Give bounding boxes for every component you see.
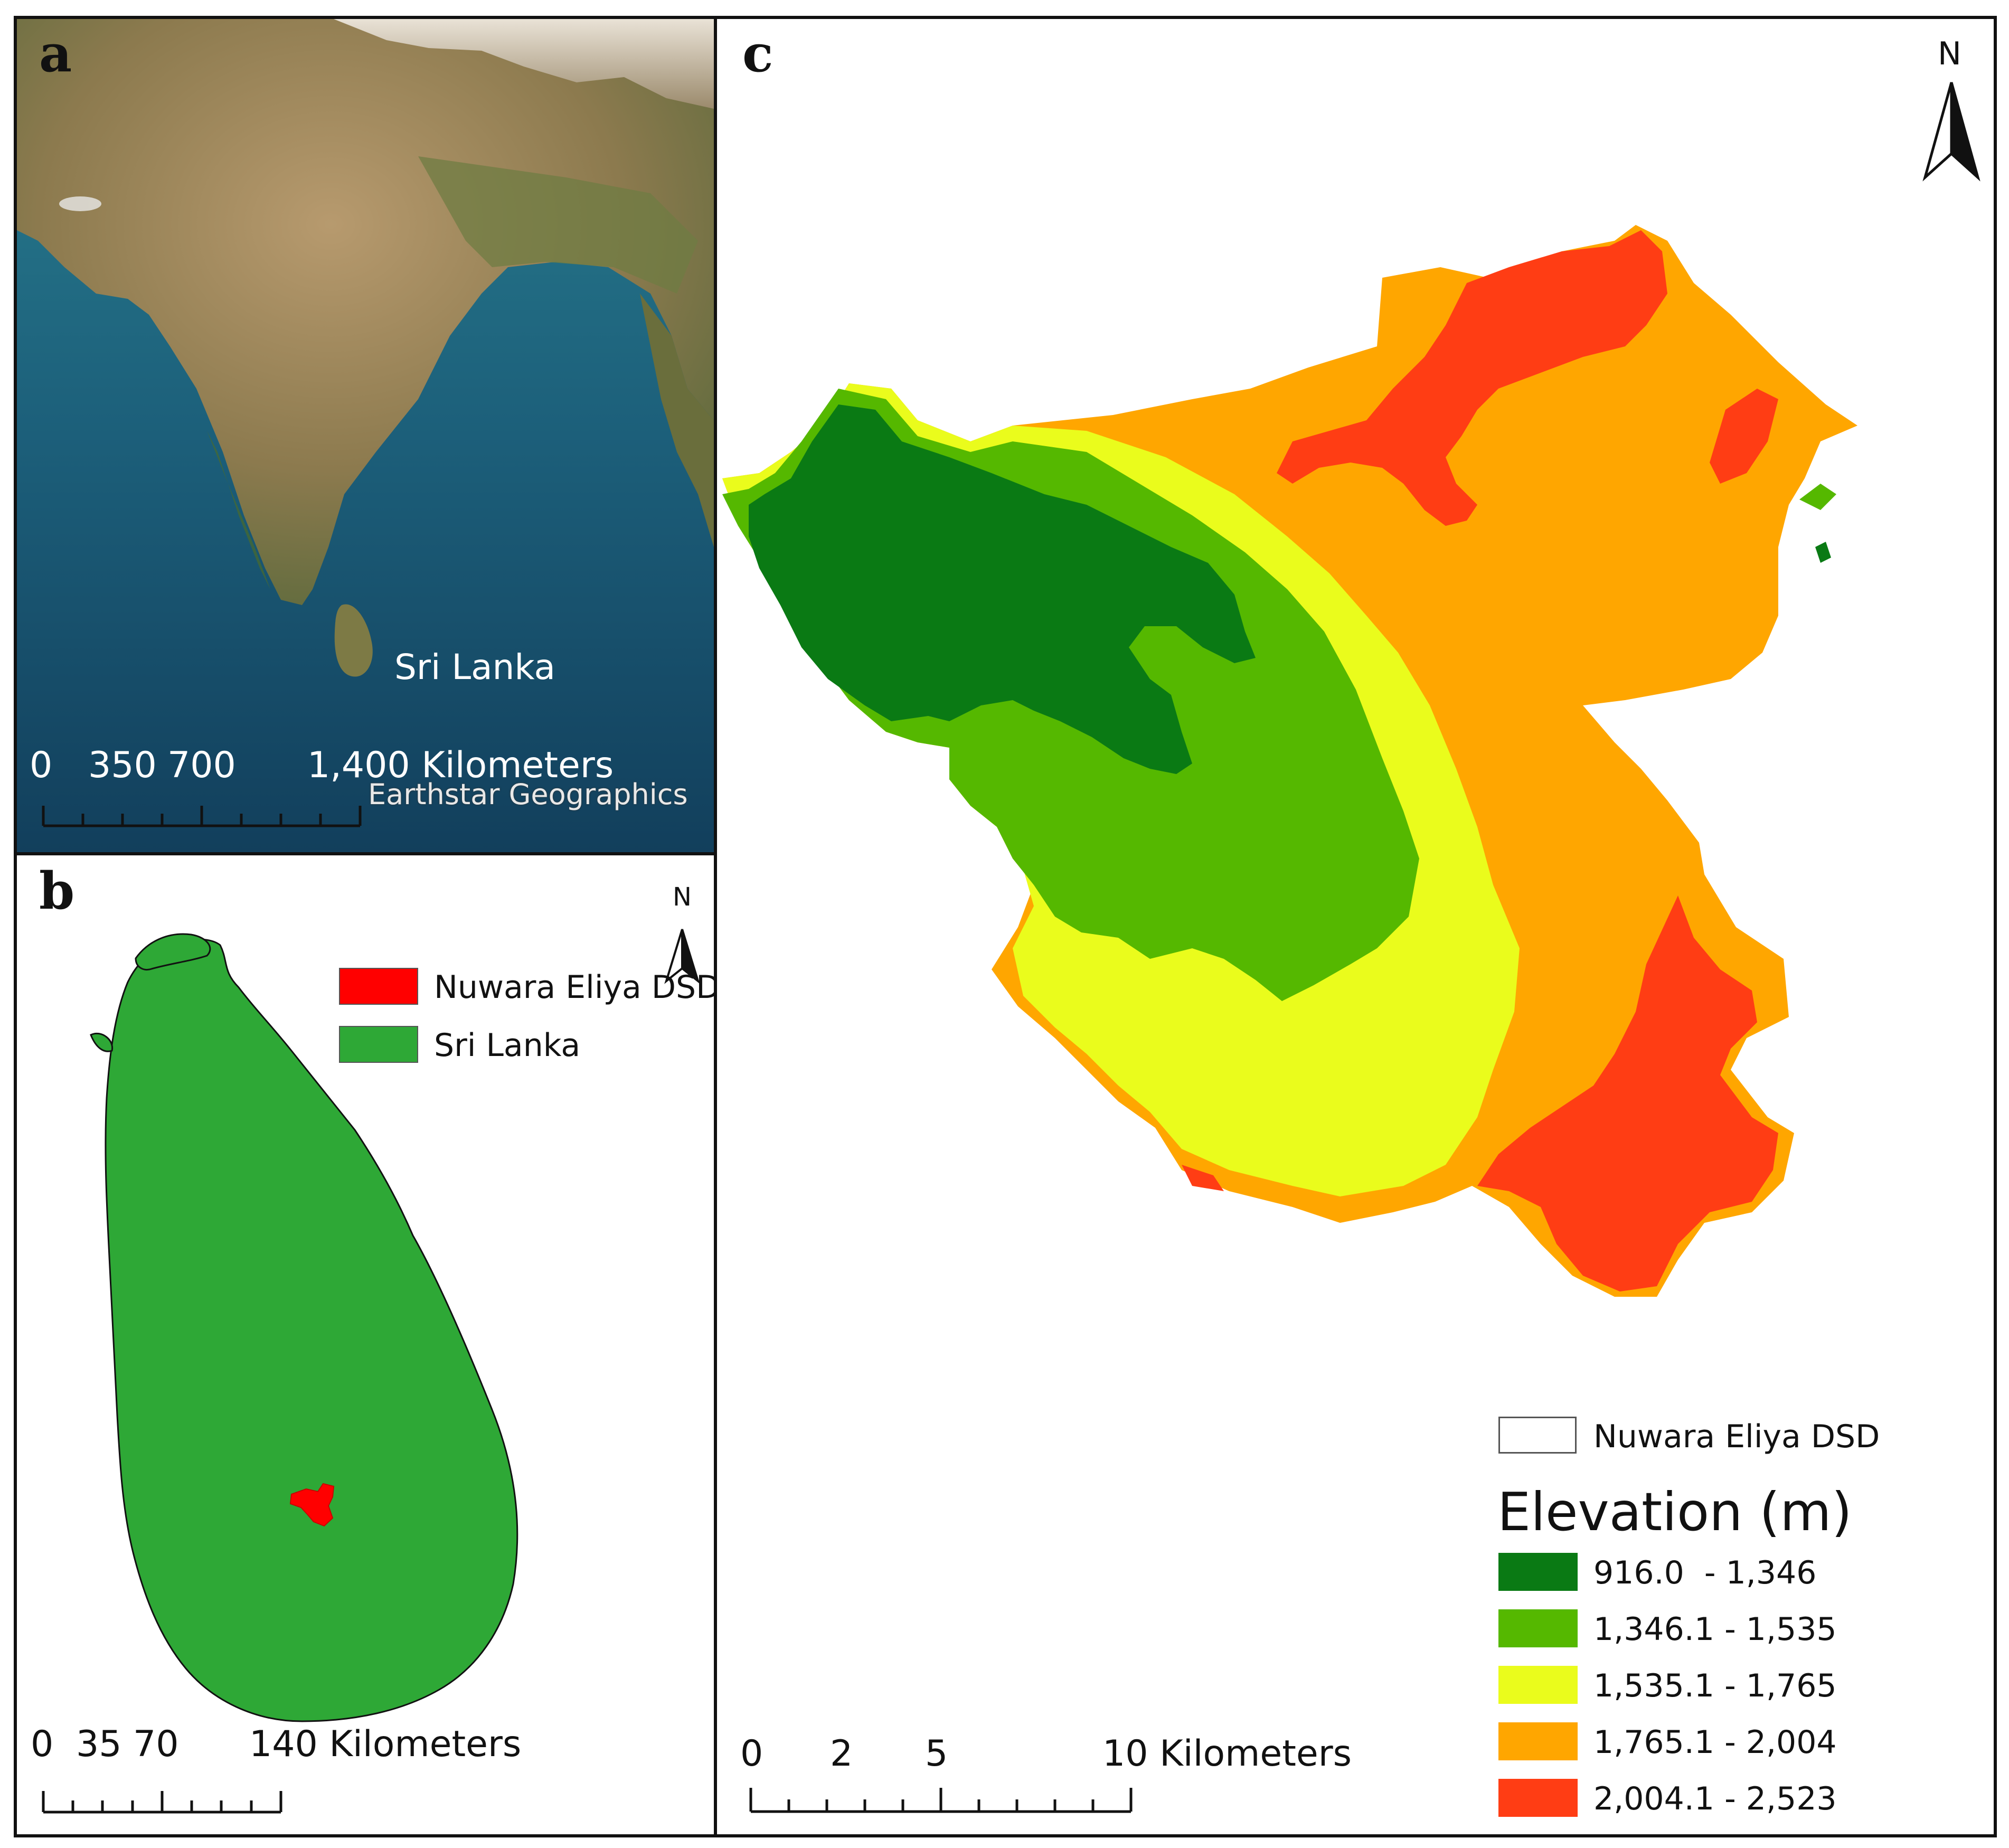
- western-ghats: [191, 399, 270, 589]
- scale-label-a-2: 700: [167, 744, 236, 786]
- scale-label-b-3: 140 Kilometers: [249, 1723, 522, 1765]
- legend-swatch-nuwara-eliya: [339, 968, 418, 1005]
- legend-label-elevation-2: 1,346.1 - 1,535: [1593, 1611, 1837, 1648]
- green-lowlands: [418, 156, 698, 294]
- scale-label-b-2: 70: [133, 1723, 179, 1765]
- legend-swatch-elevation-4: [1498, 1722, 1578, 1760]
- elevation-zone-916-1346-east: [1815, 542, 1831, 563]
- elevation-zone-916-1346: [749, 404, 1256, 774]
- sri-lanka-label: Sri Lanka: [394, 647, 555, 687]
- sri-lanka-outline-map: [90, 933, 518, 1722]
- north-label-c: N: [1938, 35, 1961, 72]
- scale-label-c-3: 10 Kilometers: [1102, 1733, 1352, 1775]
- elevation-legend-title: Elevation (m): [1497, 1481, 1852, 1543]
- elevation-zone-1346-1535-east: [1799, 484, 1836, 510]
- nuwara-eliya-location: [289, 1483, 335, 1527]
- legend-label-elevation-3: 1,535.1 - 1,765: [1593, 1667, 1837, 1704]
- elevation-raster: [722, 225, 1857, 1297]
- elevation-zone-2004-2523-small: [1182, 1165, 1224, 1191]
- elevation-zone-2004-2523-southeast: [1477, 895, 1778, 1291]
- legend-swatch-elevation-1: [1498, 1553, 1578, 1591]
- landmass-india: [17, 19, 714, 605]
- legend-label-elevation-5: 2,004.1 - 2,523: [1593, 1780, 1837, 1817]
- satellite-imagery: [17, 19, 714, 852]
- north-label-b: N: [673, 882, 692, 912]
- panel-b-sri-lanka-map: b N Nuwara Eliya DSD Sri Lanka 0 35 70 1…: [14, 852, 717, 1837]
- scale-label-b-1: 35: [76, 1723, 122, 1765]
- legend-label-nuwara-eliya: Nuwara Eliya DSD: [434, 969, 717, 1006]
- elevation-zone-2004-2523-northeast: [1277, 230, 1667, 526]
- scale-label-c-2: 5: [925, 1733, 948, 1775]
- north-arrow-b: [664, 929, 700, 984]
- legend-label-sri-lanka: Sri Lanka: [434, 1027, 581, 1064]
- scale-label-c-0: 0: [740, 1733, 763, 1775]
- legend-swatch-sri-lanka: [339, 1026, 418, 1063]
- legend-swatch-boundary: [1498, 1417, 1577, 1454]
- panel-c-letter: c: [742, 24, 774, 83]
- jaffna-peninsula: [135, 933, 211, 970]
- scale-label-c-1: 2: [830, 1733, 853, 1775]
- imagery-attribution: Earthstar Geographics: [368, 778, 688, 811]
- scale-label-a-3: 1,400 Kilometers: [307, 744, 614, 786]
- myanmar-coast: [640, 294, 714, 547]
- mannar-island: [90, 1032, 114, 1052]
- legend-label-elevation-1: 916.0 - 1,346: [1593, 1554, 1817, 1591]
- legend-swatch-elevation-3: [1498, 1666, 1578, 1704]
- panel-b-letter: b: [39, 861, 75, 921]
- scale-label-b-0: 0: [31, 1723, 54, 1765]
- scale-label-a-0: 0: [30, 744, 53, 786]
- legend-label-boundary: Nuwara Eliya DSD: [1593, 1418, 1880, 1455]
- legend-swatch-elevation-5: [1498, 1779, 1578, 1817]
- elevation-zone-2004-2523-east: [1710, 389, 1778, 484]
- panel-a-letter: a: [39, 24, 72, 83]
- legend-swatch-elevation-2: [1498, 1609, 1578, 1647]
- scale-label-a-1: 350: [88, 744, 157, 786]
- sri-lanka-island: [334, 604, 373, 677]
- himalaya-range: [334, 19, 714, 109]
- panel-c-elevation-map: c N Nuwara Eliya DSD Elevation (m) 916.0…: [714, 16, 1997, 1837]
- sri-lanka-land: [105, 938, 518, 1722]
- north-arrow-c: [1922, 82, 1980, 182]
- panel-a-satellite-map: a Sri Lanka 0 350 700 1,400 Kilometers E…: [14, 16, 717, 855]
- legend-label-elevation-4: 1,765.1 - 2,004: [1593, 1724, 1837, 1761]
